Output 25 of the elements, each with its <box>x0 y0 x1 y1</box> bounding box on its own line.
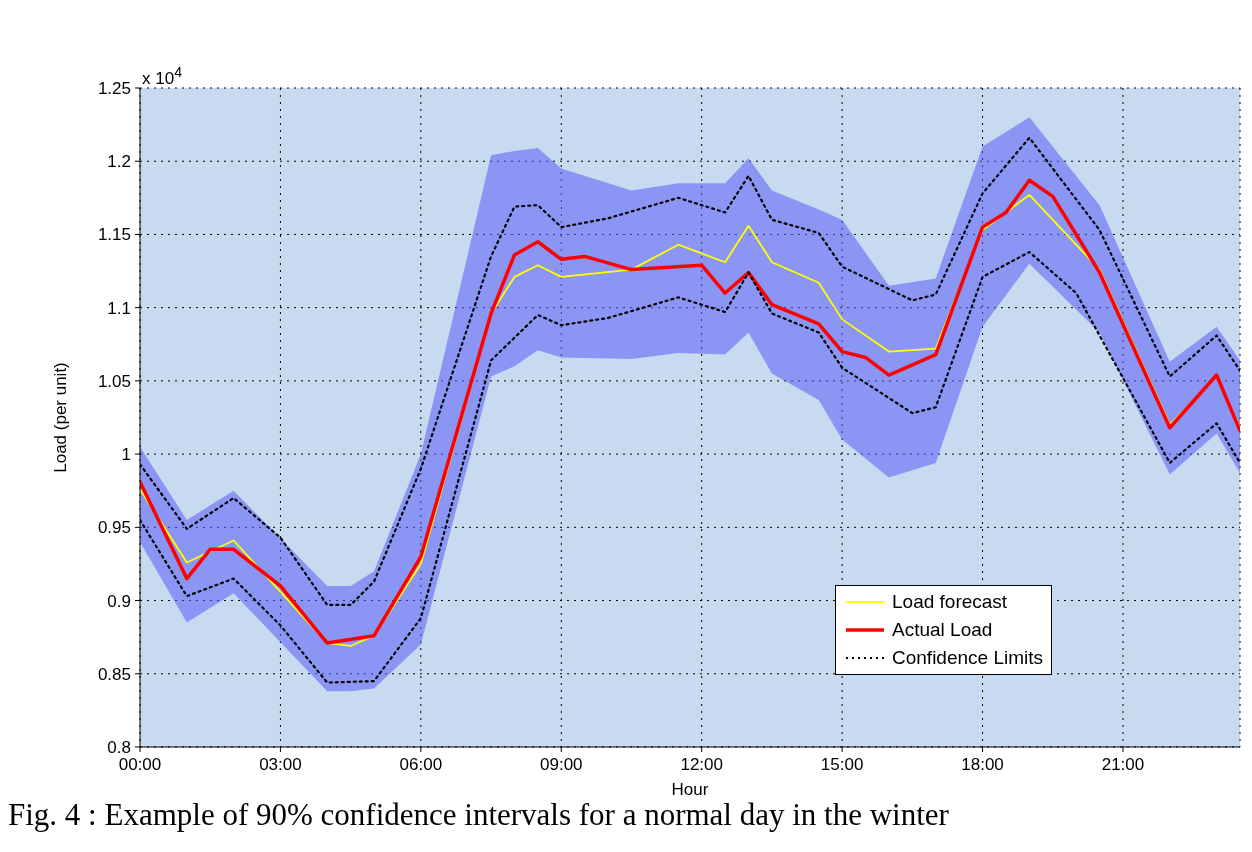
y-axis-title: Load (per unit) <box>51 362 71 473</box>
y-tick-label: 1.2 <box>107 152 131 172</box>
x-tick-label: 00:00 <box>118 755 162 775</box>
y-tick-label: 1.25 <box>97 79 131 99</box>
y-tick-label: 1.15 <box>97 225 131 245</box>
x-tick-label: 06:00 <box>399 755 443 775</box>
y-tick-label: 0.9 <box>107 591 131 611</box>
x-tick-label: 21:00 <box>1101 755 1145 775</box>
x-axis-title: Hour <box>671 780 709 799</box>
y-tick-label: 1 <box>121 445 131 465</box>
y-tick-label: 0.8 <box>107 738 131 758</box>
legend-label: Confidence Limits <box>892 646 1044 670</box>
y-tick-label: 1.05 <box>97 371 131 391</box>
legend-label: Actual Load <box>892 618 993 642</box>
x-tick-label: 09:00 <box>540 755 583 775</box>
text: x 10$^{4}$ <box>142 64 183 89</box>
legend-label: Load forecast <box>892 590 1008 614</box>
x-tick-label: 15:00 <box>820 755 864 775</box>
x-tick-label: 12:00 <box>680 755 723 775</box>
x-tick-label: 03:00 <box>259 755 302 775</box>
y-tick-label: 1.1 <box>107 298 131 318</box>
caption: Fig. 4 : Example of 90% confidence intervals for a normal day in the winter <box>8 797 950 833</box>
x-tick-label: 18:00 <box>961 755 1004 775</box>
y-tick-label: 0.95 <box>97 518 131 538</box>
y-tick-label: 0.85 <box>97 664 131 684</box>
